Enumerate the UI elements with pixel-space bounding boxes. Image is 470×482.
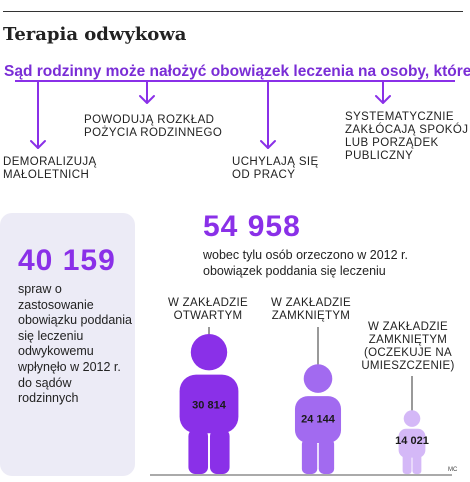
figure-value-label: 30 814 bbox=[192, 399, 227, 411]
applications-number: 40 159 bbox=[18, 244, 116, 277]
arrow-down-icon bbox=[30, 80, 46, 149]
page-title: Terapia odwykowa bbox=[3, 24, 187, 45]
figure-value-label: 24 144 bbox=[301, 414, 336, 426]
condition-avoid-work: UCHYLAJĄ SIĘ OD PRACY bbox=[232, 156, 319, 181]
person-leg-icon bbox=[188, 429, 209, 474]
person-head-icon bbox=[403, 410, 421, 427]
ordered-number: 54 958 bbox=[203, 210, 301, 243]
lead-heading: Sąd rodzinny może nałożyć obowiązek lecz… bbox=[4, 63, 470, 80]
ordered-description: wobec tylu osób orzeczono w 2012 r. obow… bbox=[203, 248, 408, 278]
person-head-icon bbox=[303, 364, 333, 393]
person-body-icon bbox=[398, 428, 426, 458]
arrow-down-icon bbox=[139, 80, 155, 104]
label-closed-waiting: W ZAKŁADZIE ZAMKNIĘTYM (OCZEKUJE NA UMIE… bbox=[361, 321, 455, 372]
person-body-icon bbox=[179, 374, 239, 434]
person-body-icon bbox=[294, 396, 342, 443]
person-head-icon bbox=[190, 334, 228, 371]
condition-disturb-peace: SYSTEMATYCZNIE ZAKŁÓCAJĄ SPOKÓJ LUB PORZ… bbox=[345, 111, 469, 162]
arrow-down-icon bbox=[260, 80, 276, 149]
figure-value-label: 14 021 bbox=[395, 435, 429, 447]
arrow-down-icon bbox=[375, 80, 391, 104]
person-figure-mark bbox=[179, 334, 239, 474]
applications-panel bbox=[0, 213, 135, 476]
person-figure-mark bbox=[294, 364, 342, 474]
person-leg-icon bbox=[402, 453, 412, 474]
condition-family-breakdown: POWODUJĄ ROZKŁAD POŻYCIA RODZINNEGO bbox=[84, 114, 223, 139]
person-leg-icon bbox=[301, 438, 318, 474]
applications-description: spraw o zastosowanie obowiązku poddania … bbox=[18, 282, 132, 406]
person-figure-mark bbox=[398, 410, 426, 474]
condition-demoralize: DEMORALIZUJĄ MAŁOLETNICH bbox=[3, 156, 97, 181]
condition-connectors bbox=[15, 80, 455, 149]
person-leg-icon bbox=[412, 453, 422, 474]
person-leg-icon bbox=[209, 429, 230, 474]
person-leg-icon bbox=[318, 438, 335, 474]
label-open-facility: W ZAKŁADZIE OTWARTYM bbox=[168, 297, 248, 322]
label-closed-facility: W ZAKŁADZIE ZAMKNIĘTYM bbox=[271, 297, 351, 322]
credit-mark: MC bbox=[448, 467, 458, 473]
top-rule bbox=[3, 11, 463, 12]
